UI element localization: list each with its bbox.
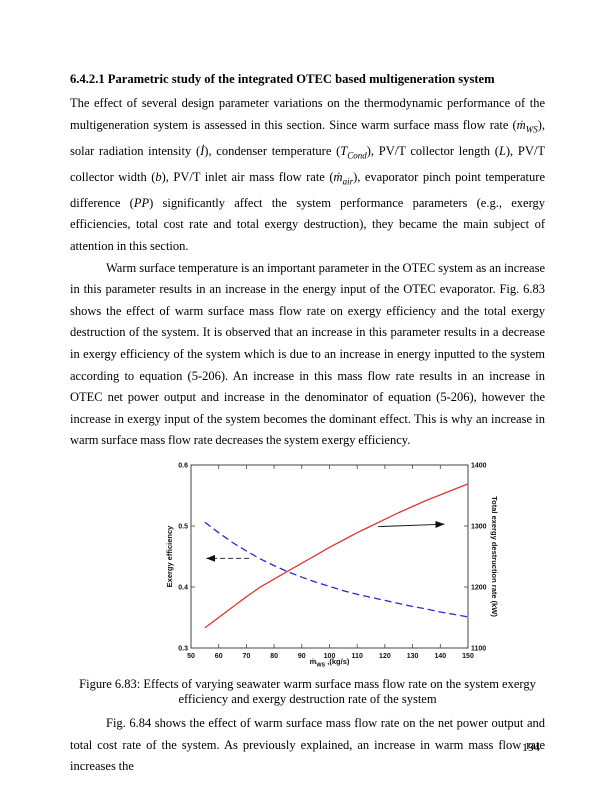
y-tick-label-right: 1200: [471, 585, 487, 592]
y-tick-label-left: 0.3: [178, 646, 188, 653]
figure-caption: Figure 6.83: Effects of varying seawater…: [79, 677, 536, 706]
page-number: 194: [522, 740, 540, 754]
section-heading: 6.4.2.1 Parametric study of the integrat…: [70, 72, 495, 86]
y-tick-label-right: 1100: [471, 646, 486, 653]
y-tick-label-left: 0.5: [178, 524, 188, 531]
y-tick-label-left: 0.4: [178, 585, 188, 592]
x-tick-label: 50: [187, 653, 195, 660]
figure-6-83: 50 60 70 80 90 100 110 120 130 140 150 0.3 0.4 0.5 0.6…: [150, 455, 506, 675]
paragraph-intro: The effect of several design parameter v…: [70, 96, 546, 254]
x-tick-label: 150: [462, 653, 474, 660]
figure-6-83-chart: 50 60 70 80 90 100 110 120 130 140 150 0.3 0.4 0.5 0.6…: [165, 463, 499, 669]
series-line-left-axis: [204, 521, 469, 618]
y-tick-label-right: 1400: [471, 463, 487, 470]
y-tick-label-left: 0.6: [178, 463, 188, 470]
x-tick-label: 80: [270, 653, 278, 660]
x-tick-label: 110: [352, 653, 363, 660]
y-axis-label-left: Exergy efficiency: [165, 525, 174, 588]
axis-pointer-arrow-right: [377, 521, 445, 528]
x-tick-label: 90: [298, 653, 306, 660]
x-tick-label: 70: [243, 653, 251, 660]
x-tick-label: 140: [434, 653, 446, 660]
x-tick-label: 130: [407, 653, 419, 660]
paragraph-warm-surface: Warm surface temperature is an important…: [70, 260, 545, 448]
x-axis-label: ṁWS ,(kg/s): [310, 657, 350, 669]
series-line-right-axis: [204, 483, 469, 629]
y-axis-label-right: Total exergy destruction rate (kW): [490, 496, 499, 617]
paragraph-next-figure: Fig. 6.84 shows the effect of warm surfa…: [70, 716, 545, 774]
plot-frame: [190, 464, 469, 649]
x-tick-label: 120: [379, 653, 391, 660]
x-tick-label: 100: [324, 653, 336, 660]
x-tick-label: 60: [215, 653, 223, 660]
y-tick-label-right: 1300: [471, 524, 487, 531]
